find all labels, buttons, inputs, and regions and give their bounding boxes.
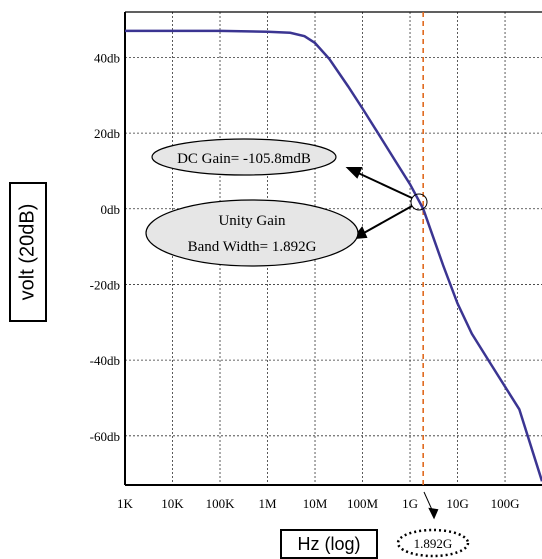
x-tick-label: 10G (446, 496, 468, 511)
y-tick-label: -60db (90, 429, 120, 444)
frequency-callout-text: 1.892G (414, 536, 453, 551)
y-tick-label: -40db (90, 353, 120, 368)
freq-callout-arrowhead (428, 507, 439, 520)
dc-gain-arrowhead (345, 167, 363, 179)
x-tick-label: 100G (491, 496, 520, 511)
dc-gain-callout (151, 138, 337, 176)
x-tick-label: 100M (347, 496, 379, 511)
x-axis-label: Hz (log) (280, 529, 378, 559)
y-axis-label: volt (20dB) (16, 203, 39, 301)
y-tick-label: 0db (101, 202, 121, 217)
x-tick-label: 10M (303, 496, 328, 511)
dc-gain-arrow (355, 171, 413, 199)
gain-curve (125, 29, 542, 482)
crossover-circle (410, 193, 428, 211)
y-axis-label-box: volt (20dB) (9, 182, 47, 322)
y-tick-label: -20db (90, 277, 120, 292)
y-tick-label: 20db (94, 126, 120, 141)
bandwidth-arrow (361, 205, 413, 235)
x-tick-label: 1G (402, 496, 418, 511)
dc-gain-callout-text: DC Gain= -105.8mdB (177, 151, 311, 167)
x-tick-label: 10K (161, 496, 184, 511)
bandwidth-callout-line1: Unity Gain (218, 213, 286, 229)
y-tick-label: 40db (94, 50, 120, 65)
x-tick-labels: 1K 10K 100K 1M 10M 100M 1G 10G 100G (117, 496, 519, 511)
y-tick-labels: 40db 20db 0db -20db -40db -60db (90, 50, 120, 443)
bandwidth-callout (145, 199, 359, 267)
bandwidth-callout-line2: Band Width= 1.892G (188, 239, 317, 255)
x-tick-label: 1K (117, 496, 134, 511)
x-tick-label: 1M (258, 496, 277, 511)
frequency-callout (396, 528, 470, 558)
x-tick-label: 100K (206, 496, 236, 511)
